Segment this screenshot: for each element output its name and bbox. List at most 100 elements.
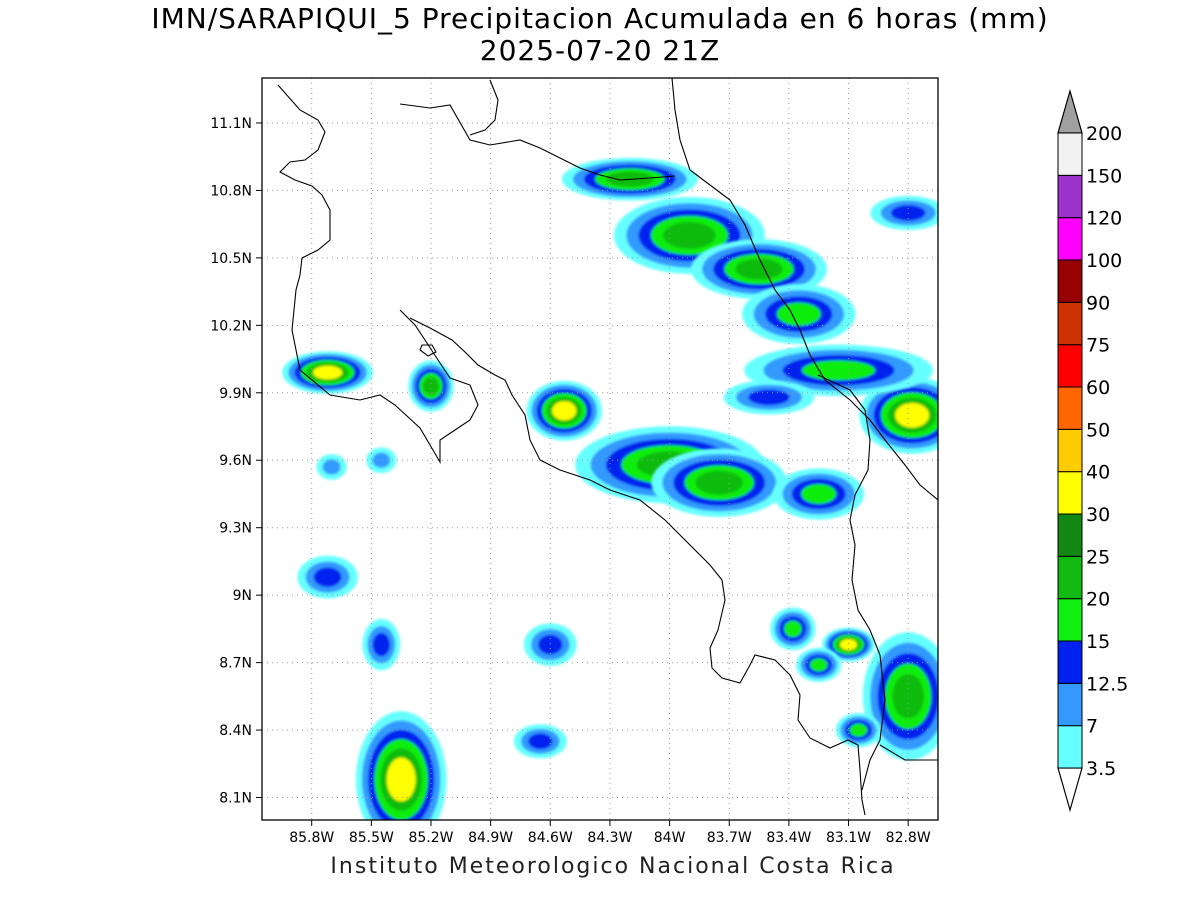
colorbar-label: 50: [1086, 419, 1110, 441]
lat-tick-label: 10.2N: [210, 318, 252, 334]
precip-cell: [297, 555, 358, 599]
precip-cell: [723, 380, 815, 415]
colorbar-label: 90: [1086, 292, 1110, 314]
colorbar-label: 120: [1086, 208, 1122, 230]
precip-cell: [366, 447, 397, 474]
colorbar-label: 30: [1086, 504, 1110, 526]
lat-tick-label: 8.1N: [219, 791, 252, 807]
lat-tick-label: 11.1N: [210, 116, 252, 132]
colorbar-label: 3.5: [1086, 758, 1116, 780]
precip-contour: [892, 674, 924, 719]
lat-tick-label: 9N: [233, 588, 252, 604]
precip-cell: [408, 360, 454, 412]
precip-contour: [890, 205, 926, 221]
colorbar-swatch: [1057, 640, 1083, 684]
lon-tick-label: 82.8W: [886, 830, 931, 846]
lon-tick-label: 83.1W: [826, 830, 871, 846]
precip-contour: [538, 634, 563, 655]
colorbar-legend: 3.5 7 12.5 15 20 25 30 40 50 60 75 90 100 120 150 200: [1057, 88, 1128, 813]
precip-contour: [372, 632, 390, 657]
grid-lines: [262, 78, 938, 820]
colorbar-label: 7: [1086, 716, 1098, 738]
lon-tick-label: 83.7W: [707, 830, 752, 846]
precip-contour: [809, 658, 828, 672]
precip-contour: [801, 484, 837, 504]
precip-cell: [362, 618, 401, 671]
coastline: [277, 78, 938, 816]
lon-tick-label: 85.2W: [408, 830, 453, 846]
colorbar-label: 15: [1086, 631, 1110, 653]
colorbar-low-arrow: [1057, 767, 1083, 813]
colorbar-swatch: [1057, 174, 1083, 219]
precip-contour: [313, 365, 343, 380]
colorbar-swatch: [1057, 217, 1083, 261]
colorbar-swatch: [1057, 259, 1083, 303]
precip-contour: [748, 389, 790, 406]
map-subtitle: 2025-07-20 21Z: [479, 34, 721, 67]
precip-contour: [776, 302, 821, 326]
precip-cell: [282, 351, 373, 394]
colorbar-swatch: [1057, 598, 1083, 642]
precip-cell: [862, 632, 938, 761]
lat-tick-label: 8.4N: [219, 723, 252, 739]
lat-tick-label: 10.8N: [210, 183, 252, 199]
precip-contour: [423, 377, 439, 395]
precip-cell: [870, 195, 938, 230]
plot-frame: [261, 77, 939, 821]
colorbar-label: 150: [1086, 165, 1122, 187]
colorbar-swatch: [1057, 132, 1083, 176]
precip-contour: [849, 723, 868, 737]
lat-tick-label: 9.6N: [219, 453, 252, 469]
precip-contour: [313, 567, 342, 587]
longitude-axis: 85.8W 85.5W 85.2W 84.9W 84.6W 84.3W 84W 83.7W 83…: [289, 820, 931, 846]
colorbar-label: 75: [1086, 335, 1110, 357]
lon-tick-label: 84.9W: [468, 830, 513, 846]
footer-credit: Instituto Meteorologico Nacional Costa R…: [330, 854, 896, 879]
precip-contour: [663, 222, 716, 249]
colorbar-label: 20: [1086, 589, 1110, 611]
colorbar-swatch: [1057, 513, 1083, 557]
colorbar-swatch: [1057, 344, 1083, 388]
precip-cell: [835, 712, 882, 748]
precip-contour: [322, 459, 341, 475]
precip-cell: [316, 454, 347, 480]
precip-cell: [770, 607, 816, 651]
colorbar-label: 100: [1086, 250, 1122, 272]
lon-tick-label: 85.5W: [349, 830, 394, 846]
precip-contour: [528, 733, 553, 750]
precip-cell: [355, 711, 447, 820]
colorbar-label: 60: [1086, 377, 1110, 399]
precip-contour: [801, 360, 876, 381]
precipitation-fields: [282, 157, 938, 820]
precip-cell: [513, 724, 567, 759]
lon-tick-label: 84W: [654, 830, 686, 846]
precip-contour: [735, 258, 783, 280]
precip-contour: [695, 470, 743, 495]
precip-cell: [742, 284, 856, 344]
precip-contour: [784, 620, 802, 638]
latitude-axis: 11.1N 10.8N 10.5N 10.2N 9.9N 9.6N 9.3N 9N 8.7N 8.…: [210, 116, 262, 807]
colorbar-swatch: [1057, 386, 1083, 430]
precip-contour: [372, 452, 391, 468]
colorbar-label: 12.5: [1086, 673, 1128, 695]
colorbar-high-arrow: [1057, 88, 1083, 134]
precip-contour: [840, 639, 857, 651]
precip-cell: [859, 376, 938, 454]
precip-cell: [651, 448, 788, 517]
precip-cell: [796, 647, 842, 682]
lat-tick-label: 8.7N: [219, 656, 252, 672]
lon-tick-label: 84.6W: [528, 830, 573, 846]
precip-cell: [523, 623, 577, 666]
map-title: IMN/SARAPIQUI_5 Precipitacion Acumulada …: [151, 2, 1049, 35]
lon-tick-label: 85.8W: [289, 830, 334, 846]
colorbar-swatch: [1057, 301, 1083, 346]
precip-cell: [773, 468, 865, 520]
colorbar-swatch: [1057, 471, 1083, 515]
precip-cell: [526, 380, 602, 441]
precip-contour: [386, 757, 416, 802]
colorbar-label: 200: [1086, 123, 1122, 145]
lon-tick-label: 84.3W: [587, 830, 632, 846]
precip-contour: [552, 401, 577, 421]
colorbar-swatch: [1057, 682, 1083, 727]
